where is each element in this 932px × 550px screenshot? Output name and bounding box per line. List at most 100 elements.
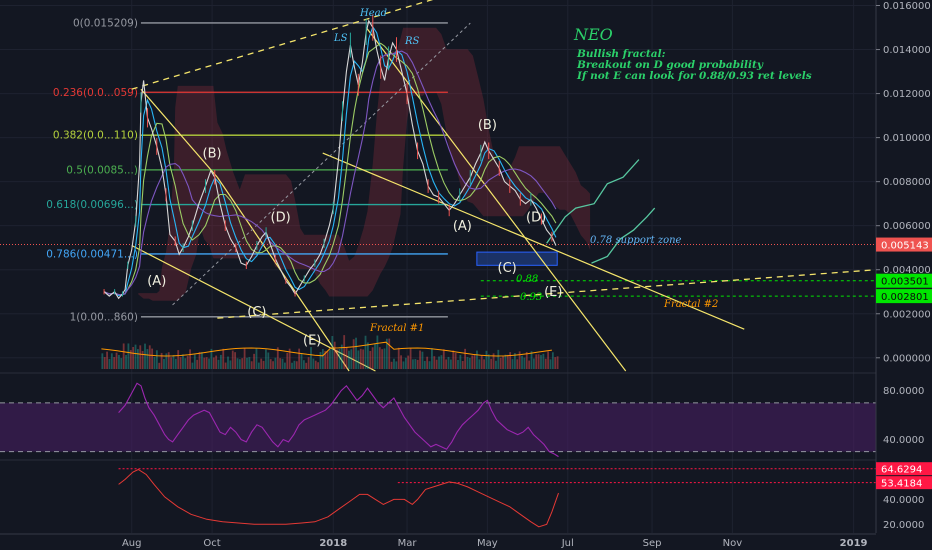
volume-bar: [203, 357, 206, 369]
wave-labels: (A) (B) (C) (D) (E) (A) (B) (C) (D) (E): [147, 118, 562, 349]
volume-bar: [471, 355, 474, 369]
volume-bar: [468, 357, 471, 369]
volume-bar: [103, 357, 106, 369]
volume-bar: [241, 358, 244, 369]
volume-bar: [106, 351, 108, 369]
time-tick-label: Nov: [723, 538, 743, 549]
trend-line: [140, 88, 218, 178]
volume-bar: [186, 356, 189, 369]
volume-bar: [291, 362, 293, 369]
volume-bar: [514, 353, 516, 369]
volume-bar: [525, 352, 528, 369]
volume-bar: [336, 349, 338, 369]
volume-bar: [158, 362, 161, 369]
price-scale[interactable]: 0.016000 0.014000 0.012000 0.010000 0.008000…: [875, 0, 932, 550]
volume-bar: [250, 361, 253, 369]
volume-bar: [139, 345, 142, 369]
volume-bar: [279, 358, 282, 369]
wave-label: (A): [147, 274, 166, 289]
support-zone: [476, 251, 558, 266]
volume-bar: [310, 347, 312, 369]
volume-bar: [547, 351, 550, 369]
volume-bar: [198, 351, 201, 369]
volume-bar: [118, 354, 120, 369]
volume-bar: [217, 359, 220, 369]
volume-bar: [148, 345, 151, 369]
trend-line-dashed: [217, 269, 877, 319]
volume-bar: [201, 352, 203, 369]
price-tick-label: 0.008000: [883, 177, 931, 188]
volume-bar: [412, 359, 414, 369]
volume-bar: [435, 359, 438, 369]
volume-bar: [343, 335, 346, 369]
volume-bar: [369, 350, 372, 369]
volume-bar: [506, 354, 509, 369]
volume-bar: [466, 357, 469, 369]
volume-bar: [516, 359, 519, 369]
volume-bar: [189, 349, 191, 369]
volume-bar: [184, 358, 187, 369]
volume-bar: [122, 343, 125, 369]
time-scale[interactable]: Aug Oct 2018 Mar May Jul Sep Nov 2019: [0, 533, 876, 549]
volume-bar: [364, 335, 367, 369]
volume-bar: [234, 352, 237, 369]
trend-line: [322, 152, 745, 330]
volume-bar: [136, 349, 139, 369]
wave-label: (D): [526, 210, 546, 225]
volume-bar: [248, 357, 251, 369]
time-tick-label: Jul: [561, 538, 574, 549]
ma-slow: [103, 50, 557, 296]
level-tag-label: 0.002801: [881, 292, 929, 303]
time-tick-label: 2018: [319, 538, 347, 549]
volume-bar: [540, 355, 542, 369]
volume-bar: [227, 356, 229, 369]
note-line-3: If not E can look for 0.88/0.93 ret leve…: [576, 70, 812, 82]
volume-bar: [419, 350, 421, 369]
volume-bar: [329, 349, 331, 369]
volume-bar: [355, 337, 357, 369]
trend-line: [131, 244, 376, 372]
price-line: [103, 19, 557, 300]
volume-bar: [530, 351, 533, 369]
price-tick-label: 0.002000: [883, 309, 931, 320]
volume-bar: [447, 356, 450, 369]
volume-bar: [433, 356, 436, 369]
volume-bar: [193, 354, 196, 369]
volume-bar: [440, 355, 443, 369]
fib-label: 0.382(0.0...110): [53, 130, 138, 142]
volume-bar: [300, 353, 303, 369]
time-tick-label: Mar: [398, 538, 418, 549]
volume-bar: [452, 350, 455, 369]
indicator-tag: [876, 476, 932, 490]
volume-bar: [276, 347, 279, 369]
volume-bar: [208, 358, 210, 369]
fractal-2-label: Fractal #2: [663, 299, 718, 310]
volume-bar: [155, 350, 158, 369]
volume-bar: [174, 358, 177, 369]
volume-bar: [272, 361, 274, 369]
volume-bar: [132, 346, 135, 369]
volume-bar: [431, 348, 433, 369]
fib-label: 0(0.015209): [73, 17, 138, 29]
price-tick-label: 0.000000: [883, 353, 931, 364]
fib-label: 1(0.00...860): [70, 311, 138, 323]
volume-bar: [476, 350, 478, 369]
volume-bar: [305, 362, 308, 369]
level-tag: [876, 273, 932, 288]
volume-bar: [144, 343, 146, 369]
volume-bar: [352, 339, 355, 369]
volume-bar: [537, 354, 540, 369]
volume-bar: [457, 359, 459, 369]
indicator-line: [118, 468, 559, 528]
volume-bar: [179, 357, 182, 369]
chart-title: NEO: [573, 25, 613, 44]
volume-bar: [390, 361, 393, 369]
volume-bar: [191, 362, 194, 369]
volume-bar: [404, 357, 407, 369]
volume-bar: [395, 361, 398, 369]
volume-bar: [381, 349, 384, 369]
wave-label: (B): [478, 118, 497, 133]
volume-bar: [108, 358, 111, 369]
time-tick-label: 2019: [840, 538, 868, 549]
volume-bar: [480, 354, 483, 369]
